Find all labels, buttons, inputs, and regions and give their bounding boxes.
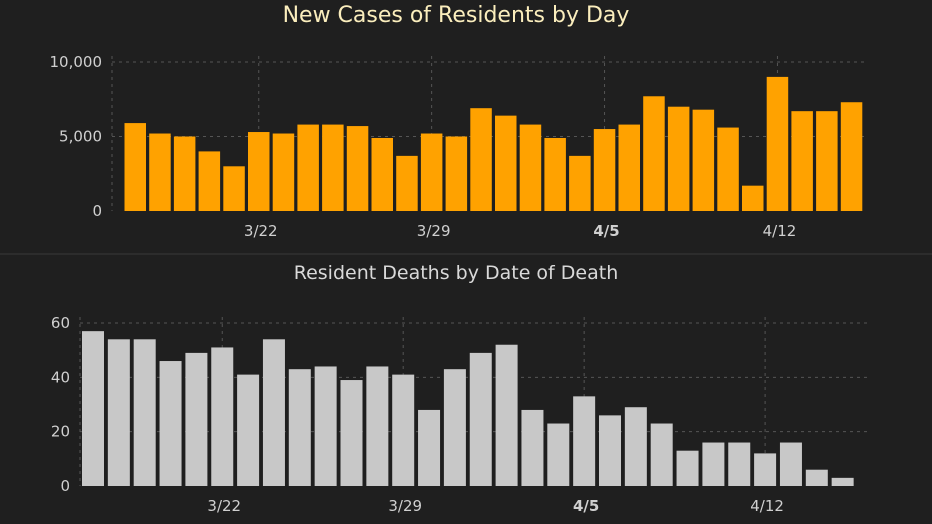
deaths-bar — [702, 442, 725, 486]
cases-bar — [816, 111, 838, 211]
deaths-bar — [237, 374, 260, 486]
cases-bar — [223, 166, 245, 211]
cases-x-axis: 3/22 3/29 4/5 4/12 — [244, 222, 796, 240]
cases-bar — [692, 109, 715, 211]
deaths-y-tick-label: 40 — [51, 368, 70, 386]
cases-bar — [470, 108, 492, 211]
deaths-bar — [650, 423, 673, 486]
cases-bar — [248, 132, 270, 211]
cases-x-tick-label: 4/12 — [763, 222, 797, 240]
deaths-bar — [443, 369, 466, 486]
cases-y-tick-label: 5,000 — [59, 128, 102, 146]
cases-y-tick-label: 0 — [92, 202, 102, 220]
deaths-bar — [676, 450, 699, 486]
deaths-chart-title: Resident Deaths by Date of Death — [294, 262, 619, 284]
cases-bar — [124, 123, 146, 211]
cases-x-tick-label: 3/29 — [417, 222, 451, 240]
deaths-bar — [624, 407, 647, 486]
cases-bar — [643, 96, 665, 211]
cases-bars — [124, 76, 863, 212]
deaths-bar — [107, 339, 130, 486]
deaths-chart: Resident Deaths by Date of Death 0 20 40 60… — [51, 262, 868, 515]
cases-y-axis: 0 5,000 10,000 — [50, 53, 103, 220]
deaths-bar — [521, 409, 544, 486]
cases-chart-title: New Cases of Residents by Day — [283, 3, 630, 28]
deaths-y-tick-label: 0 — [60, 477, 70, 495]
deaths-x-tick-label: 4/5 — [573, 497, 599, 515]
deaths-bar — [779, 442, 802, 486]
cases-bar — [322, 124, 344, 211]
deaths-bar — [728, 442, 751, 486]
cases-bar — [519, 124, 542, 211]
deaths-bar — [805, 469, 828, 486]
cases-bar — [297, 124, 319, 211]
cases-bar — [742, 185, 764, 211]
cases-bar — [544, 137, 566, 211]
cases-bar — [840, 102, 863, 211]
cases-bar — [445, 136, 468, 211]
deaths-x-axis: 3/22 3/29 4/5 4/12 — [207, 497, 784, 515]
cases-bar — [396, 155, 418, 211]
cases-bar — [371, 137, 393, 211]
deaths-bar — [469, 352, 492, 486]
cases-bar — [618, 124, 640, 211]
deaths-y-axis: 0 20 40 60 — [51, 314, 70, 495]
deaths-bar — [495, 344, 518, 486]
cases-bar — [717, 127, 739, 211]
deaths-bar — [133, 339, 156, 486]
cases-bar — [173, 136, 196, 211]
deaths-bar — [288, 369, 311, 486]
cases-bar — [420, 133, 443, 211]
cases-bar — [346, 126, 369, 211]
cases-bar — [569, 155, 591, 211]
cases-bar — [495, 115, 517, 211]
cases-x-tick-label: 4/5 — [593, 222, 619, 240]
deaths-bar — [599, 415, 621, 486]
deaths-bar — [831, 477, 854, 486]
deaths-bar — [82, 331, 104, 486]
deaths-bar — [159, 361, 182, 486]
deaths-y-tick-label: 20 — [51, 423, 70, 441]
deaths-bar — [418, 409, 441, 486]
deaths-bar — [314, 366, 337, 486]
deaths-bar — [573, 396, 596, 486]
cases-bar — [593, 129, 616, 211]
cases-bar — [272, 133, 295, 211]
deaths-x-tick-label: 4/12 — [750, 497, 784, 515]
deaths-bar — [754, 453, 777, 486]
deaths-bar — [185, 352, 208, 486]
cases-bar — [149, 133, 171, 211]
cases-chart: New Cases of Residents by Day 0 5,000 10,0… — [50, 3, 868, 240]
deaths-x-tick-label: 3/22 — [207, 497, 241, 515]
cases-y-tick-label: 10,000 — [50, 53, 103, 71]
deaths-x-tick-label: 3/29 — [388, 497, 422, 515]
deaths-bars — [82, 331, 854, 486]
deaths-bar — [340, 380, 363, 486]
cases-x-tick-label: 3/22 — [244, 222, 278, 240]
cases-bar — [667, 106, 690, 211]
deaths-bar — [392, 374, 415, 486]
deaths-bar — [547, 423, 570, 486]
deaths-bar — [211, 347, 234, 486]
deaths-y-tick-label: 60 — [51, 314, 70, 332]
deaths-bar — [262, 339, 285, 486]
cases-bar — [766, 76, 789, 212]
deaths-bar — [366, 366, 389, 486]
cases-bar — [791, 111, 813, 211]
cases-bar — [198, 151, 221, 211]
